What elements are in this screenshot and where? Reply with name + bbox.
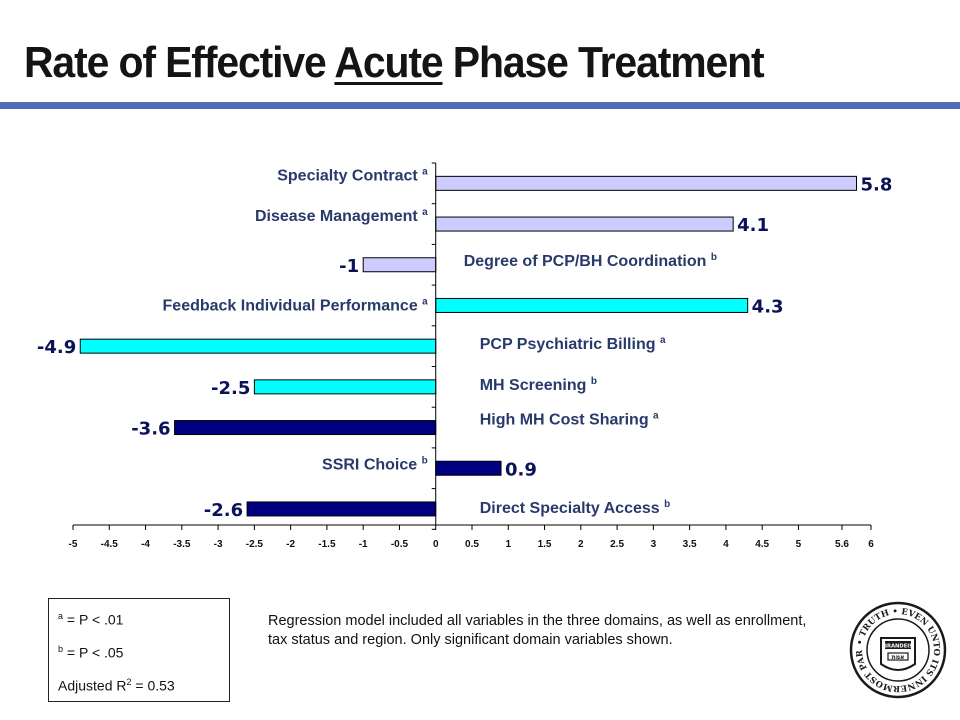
category-label-4: Feedback Individual Performance a [163,296,429,314]
value-label-6: -2.5 [211,378,250,399]
x-tick-label-1: -5 [69,539,78,550]
x-tick-label-15: 2 [578,539,584,550]
seal-inner-ring [866,618,930,682]
title-divider [0,102,960,109]
value-label-1: 5.8 [860,174,892,195]
x-tick-label-21: 5 [796,539,802,550]
x-tick-label-23: 6 [868,539,874,550]
x-tick-label-8: -1.5 [318,539,336,550]
title-part-2: Phase Treatment [442,38,765,87]
x-tick-label-20: 4.5 [755,539,769,550]
legend-row-r2: Adjusted R2 = 0.53 [58,669,229,702]
legend-sup-a: a [58,611,64,621]
legend-r2-prefix: Adjusted R [58,677,127,694]
chart-axes [72,162,872,530]
bar-chart: 5.8 Specialty Contract a 4.1 Disease Manage… [37,162,892,550]
bar-1 [435,175,857,191]
category-label-1: Specialty Contract a [277,166,428,184]
regression-note: Regression model included all variables … [268,613,807,648]
x-tick-label-3: -4 [141,539,150,550]
x-tick-label-16: 2.5 [610,539,624,550]
x-tick-label-11: 0 [433,539,439,550]
legend-text-b: = P < .05 [63,644,124,661]
legend-text-a: = P < .01 [63,611,124,628]
seal-hebrew: אמת [892,654,905,661]
value-label-7: -3.6 [131,419,170,440]
category-label-8: SSRI Choice b [322,455,428,473]
category-label-9: Direct Specialty Access b [480,499,671,517]
legend-r2-sup: 2 [126,677,132,687]
bar-8 [435,460,502,476]
category-label-6: MH Screening b [480,376,597,394]
value-label-9: -2.6 [204,500,243,521]
bar-3 [362,257,437,273]
value-label-5: -4.9 [37,337,76,358]
x-tick-label-7: -2 [286,539,295,550]
significance-legend: a = P < .01 b = P < .05 Adjusted R2 = 0.… [48,598,230,702]
x-tick-label-14: 1.5 [538,539,552,550]
seal-outer-ring [849,601,947,699]
legend-sup-b: b [58,644,64,654]
x-tick-label-13: 1 [505,539,511,550]
x-tick-label-9: -1 [359,539,368,550]
x-tick-label-22: 5.6 [835,539,849,550]
value-label-4: 4.3 [752,296,784,317]
bar-9 [246,501,437,517]
x-tick-label-5: -3 [214,539,223,550]
value-label-2: 4.1 [737,215,769,236]
x-tick-label-17: 3 [651,539,657,550]
x-tick-label-2: -4.5 [101,539,119,550]
legend-r2-value: = 0.53 [131,677,175,694]
x-tick-label-19: 4 [723,539,729,550]
x-tick-label-12: 0.5 [465,539,479,550]
x-tick-label-18: 3.5 [683,539,697,550]
legend-row-a: a = P < .01 [58,603,229,636]
seal-tablet [887,652,909,661]
bar-5 [79,338,437,354]
university-seal-logo: • TRUTH • EVEN UNTO ITS INNERMOST PARTS … [848,600,947,699]
title-part-1: Rate of Effective [24,38,335,87]
bar-4 [435,297,749,313]
bar-6 [253,379,437,395]
title-underlined-word: Acute [334,38,443,87]
value-label-8: 0.9 [505,459,537,480]
x-tick-label-6: -2.5 [246,539,264,550]
category-label-2: Disease Management a [255,207,428,225]
category-label-7: High MH Cost Sharing a [480,411,659,429]
legend-row-b: b = P < .05 [58,636,229,669]
category-label-3: Degree of PCP/BH Coordination b [464,252,717,270]
bar-7 [174,420,437,436]
category-label-5: PCP Psychiatric Billing a [480,335,666,353]
value-label-3: -1 [339,256,359,277]
x-tick-label-4: -3.5 [173,539,191,550]
seal-book-text: BRANDEIS [883,644,913,650]
chart-labels: 5.8 Specialty Contract a 4.1 Disease Manage… [37,166,892,550]
slide-title: Rate of Effective Acute Phase Treatment [24,38,765,88]
x-tick-label-10: -0.5 [391,539,409,550]
bar-2 [435,216,734,232]
seal-book [885,641,911,649]
